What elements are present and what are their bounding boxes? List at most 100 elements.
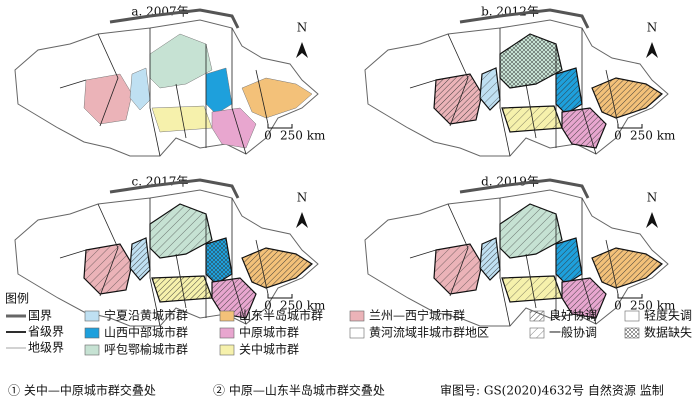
coordination-hatch (129, 237, 151, 281)
province-border (447, 203, 469, 297)
scale-zero: 0 (264, 299, 272, 313)
scale-zero: 0 (264, 129, 272, 143)
north-arrow (646, 212, 658, 228)
map-panel: N 0 250 km (364, 8, 676, 157)
province-border (581, 198, 597, 325)
province-border (605, 69, 619, 125)
legend-label: 兰州—西宁城市群 (369, 308, 465, 323)
province-border (149, 198, 161, 327)
legend-swatch (84, 310, 100, 322)
legend-title: 图例 (5, 292, 29, 306)
legend-swatch (84, 327, 100, 339)
legend-label: 中原城市群 (239, 325, 299, 340)
note: 审图号: GS(2020)4632号 自然资源 监制 (440, 383, 664, 398)
legend-label: 关中城市群 (239, 342, 299, 357)
coordination-hatch (211, 277, 257, 319)
region (241, 77, 313, 119)
legend-label: 呼包鄂榆城市群 (104, 342, 188, 357)
province-border (231, 28, 247, 155)
province-border (97, 33, 119, 127)
north-arrow (296, 42, 308, 58)
coordination-hatch (591, 77, 664, 119)
province-border (255, 239, 269, 295)
province-border (149, 28, 161, 157)
national-border (459, 8, 590, 29)
coordination-hatch (83, 243, 133, 295)
panel-title: c. 2017年 (132, 175, 189, 189)
legend-label: 良好协调 (549, 308, 597, 323)
province-border (409, 79, 437, 89)
region (211, 107, 257, 149)
legend-swatch (84, 344, 100, 356)
scale-bar (617, 294, 643, 299)
legend-label: 国界 (28, 309, 52, 323)
province-border (175, 83, 187, 139)
panel-title: a. 2007年 (131, 5, 188, 19)
north-arrow (296, 212, 308, 228)
coordination-hatch (499, 33, 563, 89)
legend-label: 轻度失调 (644, 308, 692, 323)
coordination-hatch (499, 203, 563, 259)
province-border (447, 33, 469, 127)
scale-bar (267, 294, 293, 299)
coordination-hatch (501, 275, 563, 303)
coordination-hatch (151, 275, 213, 303)
north-label: N (297, 21, 308, 35)
legend-label: 省级界 (28, 325, 64, 339)
coordination-hatch (149, 203, 213, 259)
scale-bar (617, 124, 643, 129)
province-border (231, 198, 247, 325)
legend-swatch (219, 310, 235, 322)
north-arrow (646, 42, 658, 58)
note: ② 中原—山东半岛城市群交叠处 (213, 383, 385, 398)
national-border (109, 8, 240, 29)
province-border (499, 198, 511, 327)
province-border (605, 239, 619, 295)
panel-title: b. 2012年 (481, 5, 539, 19)
legend-swatch (219, 344, 235, 356)
legend-swatch (349, 310, 365, 322)
scale-label: 250 km (630, 129, 676, 143)
coordination-hatch (433, 73, 483, 125)
legend-swatch (529, 327, 545, 339)
scale-label: 250 km (280, 129, 326, 143)
region (83, 73, 133, 125)
region (129, 67, 151, 111)
province-border (97, 203, 119, 297)
legend-swatch (349, 327, 365, 339)
legend-swatch (219, 327, 235, 339)
legend-label: 山东半岛城市群 (239, 308, 323, 323)
national-border (109, 178, 240, 199)
province-border (255, 69, 269, 125)
scale-label: 250 km (630, 299, 676, 313)
legend-label: 一般协调 (549, 325, 597, 340)
coordination-hatch (561, 277, 607, 319)
legend-label: 山西中部城市群 (104, 325, 188, 340)
national-border (459, 178, 590, 199)
legend-swatch (624, 310, 640, 322)
panel-title: d. 2019年 (481, 175, 539, 189)
coordination-hatch (241, 247, 314, 289)
scale-bar (267, 124, 293, 129)
province-border (59, 79, 87, 89)
region (151, 105, 213, 133)
province-border (499, 28, 511, 157)
scale-zero: 0 (614, 129, 622, 143)
map-panel: N 0 250 km (14, 8, 326, 157)
coordination-hatch (479, 237, 501, 281)
coordination-hatch (501, 105, 563, 133)
note: ① 关中—中原城市群交叠处 (8, 383, 156, 398)
region (149, 33, 213, 89)
province-border (525, 83, 537, 139)
legend-label: 地级界 (28, 341, 64, 355)
coordination-hatch (561, 107, 607, 149)
coordination-hatch (591, 247, 664, 289)
coordination-hatch (479, 67, 501, 111)
province-border (581, 28, 597, 155)
legend-swatch (624, 327, 640, 339)
province-border (409, 249, 437, 259)
north-label: N (647, 191, 658, 205)
province-border (175, 253, 187, 309)
north-label: N (297, 191, 308, 205)
